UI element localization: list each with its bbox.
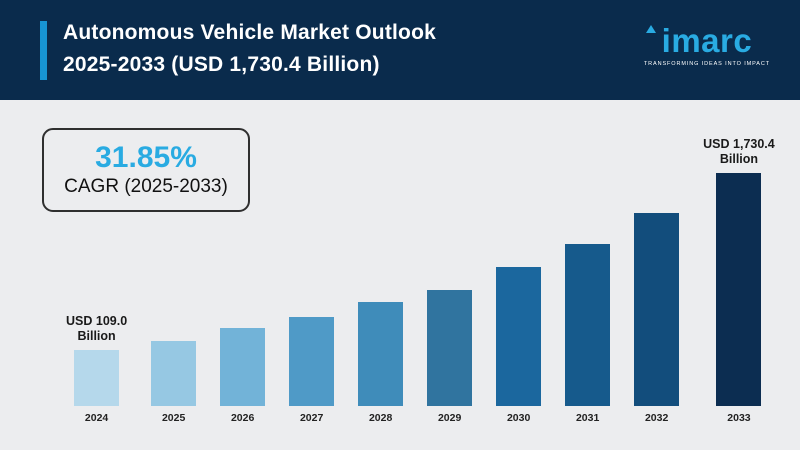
bar-column-2029: 2029 xyxy=(427,290,473,424)
cagr-value: 31.85% xyxy=(95,141,197,174)
bar-column-2033: USD 1,730.4 Billion 2033 xyxy=(703,137,775,424)
bar-column-2028: 2028 xyxy=(358,302,404,424)
bar-chart: USD 109.0 Billion 2024 2025 2026 2027 2028 2029… xyxy=(66,137,775,424)
x-axis-label-2030: 2030 xyxy=(506,412,531,424)
bar-2032 xyxy=(634,213,680,406)
bar-column-2025: 2025 xyxy=(151,341,197,424)
bar-2033 xyxy=(716,173,762,406)
x-axis-label-2032: 2032 xyxy=(644,412,669,424)
header: Autonomous Vehicle Market Outlook 2025-2… xyxy=(0,0,800,100)
bar-2025 xyxy=(151,341,197,406)
bar-column-2030: 2030 xyxy=(496,267,542,424)
bar-2028 xyxy=(358,302,404,406)
title-accent-bar xyxy=(40,21,47,80)
bar-value-label-2024: USD 109.0 Billion xyxy=(66,314,128,343)
cagr-callout-box: 31.85% CAGR (2025-2033) xyxy=(42,128,250,212)
bar-value-label-2033: USD 1,730.4 Billion xyxy=(703,137,775,166)
bar-2027 xyxy=(289,317,335,406)
x-axis-label-2029: 2029 xyxy=(437,412,462,424)
bar-2030 xyxy=(496,267,542,406)
page-title-line2: 2025-2033 (USD 1,730.4 Billion) xyxy=(63,53,380,76)
imarc-logo-tagline: TRANSFORMING IDEAS INTO IMPACT xyxy=(643,61,770,67)
cagr-label: CAGR (2025-2033) xyxy=(64,176,228,197)
x-axis-label-2028: 2028 xyxy=(368,412,393,424)
x-axis-label-2025: 2025 xyxy=(161,412,186,424)
bar-2031 xyxy=(565,244,611,406)
page-title: Autonomous Vehicle Market Outlook 2025-2… xyxy=(63,17,436,81)
bar-column-2032: 2032 xyxy=(634,213,680,424)
bar-2026 xyxy=(220,328,266,406)
x-axis-label-2033: 2033 xyxy=(727,412,751,424)
imarc-logo: imarc TRANSFORMING IDEAS INTO IMPACT xyxy=(643,24,770,68)
bar-column-2027: 2027 xyxy=(289,317,335,424)
bar-column-2026: 2026 xyxy=(220,328,266,424)
imarc-logo-triangle-icon xyxy=(645,25,656,33)
page-title-line1: Autonomous Vehicle Market Outlook xyxy=(63,21,436,44)
bar-2024 xyxy=(74,350,120,406)
bar-2029 xyxy=(427,290,473,406)
bar-column-2031: 2031 xyxy=(565,244,611,424)
x-axis-label-2027: 2027 xyxy=(299,412,324,424)
imarc-logo-text: imarc xyxy=(644,24,770,58)
x-axis-label-2026: 2026 xyxy=(230,412,255,424)
imarc-logo-wordmark: imarc xyxy=(661,22,753,59)
x-axis-label-2024: 2024 xyxy=(84,412,109,424)
bar-column-2024: USD 109.0 Billion 2024 xyxy=(66,314,127,424)
x-axis-label-2031: 2031 xyxy=(575,412,600,424)
